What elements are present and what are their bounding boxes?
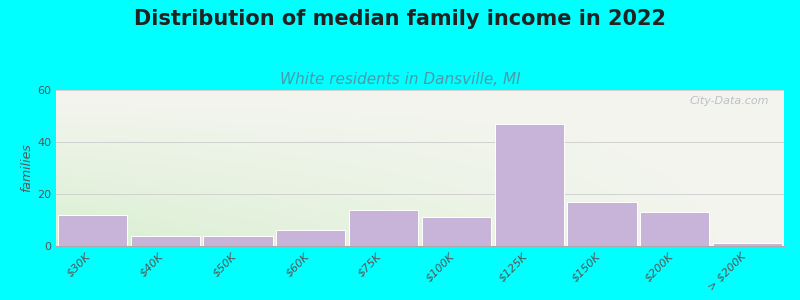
Y-axis label: families: families bbox=[20, 144, 33, 192]
Text: City-Data.com: City-Data.com bbox=[690, 96, 770, 106]
Bar bbox=[422, 218, 491, 246]
Bar bbox=[130, 236, 200, 246]
Bar bbox=[58, 215, 127, 246]
Bar bbox=[713, 243, 782, 246]
Bar bbox=[203, 236, 273, 246]
Bar bbox=[494, 124, 564, 246]
Bar bbox=[276, 230, 346, 246]
Text: Distribution of median family income in 2022: Distribution of median family income in … bbox=[134, 9, 666, 29]
Bar bbox=[567, 202, 637, 246]
Bar bbox=[640, 212, 710, 246]
Text: White residents in Dansville, MI: White residents in Dansville, MI bbox=[280, 72, 520, 87]
Bar bbox=[349, 210, 418, 246]
